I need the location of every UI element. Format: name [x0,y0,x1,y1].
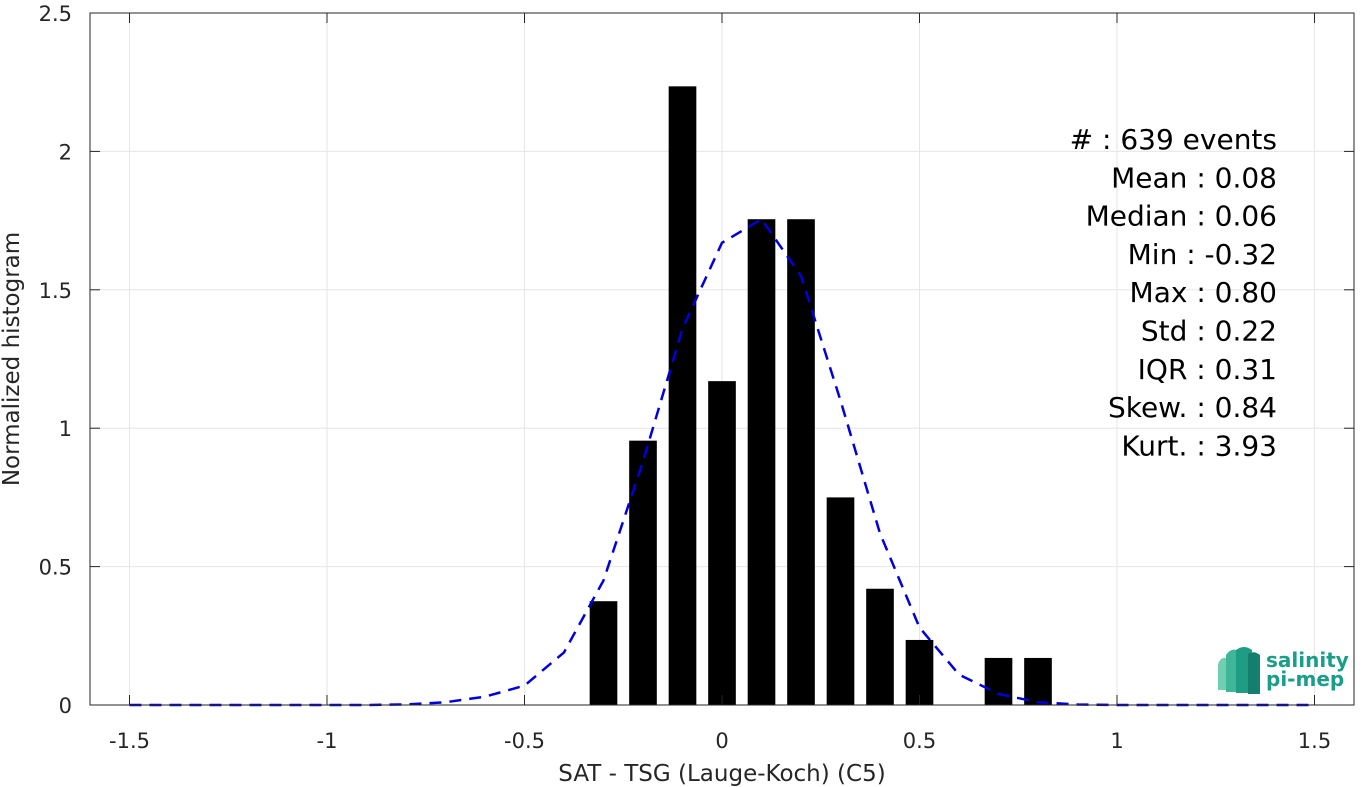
histogram-bar [589,601,618,705]
stat-line: IQR : 0.31 [1138,353,1277,386]
x-tick-label: -1.5 [109,729,150,753]
histogram-bar [826,497,855,705]
histogram-bar [629,440,657,705]
histogram-bar [668,86,697,706]
logo-line-1: salinity [1266,648,1349,672]
y-tick-labels: 0 0.5 1 1.5 2 2.5 [39,2,72,718]
x-tick-label: 1.5 [1298,729,1331,753]
y-tick-label: 0.5 [39,556,72,580]
x-tick-labels: -1.5 -1 -0.5 0 0.5 1 1.5 [109,729,1331,753]
stat-line: Std : 0.22 [1141,315,1277,348]
stat-line: # : 639 events [1070,123,1277,156]
y-axis-label: Normalized histogram [0,232,25,486]
histogram-bar [1024,657,1052,705]
stat-line: Median : 0.06 [1086,200,1277,233]
x-tick-label: 0.5 [903,729,936,753]
y-tick-label: 2 [59,140,72,164]
y-tick-label: 0 [59,694,72,718]
stat-line: Max : 0.80 [1130,276,1277,309]
y-tick-label: 2.5 [39,2,72,26]
y-tick-label: 1 [59,417,72,441]
histogram-bar [905,639,934,705]
axis-ticks [90,12,1354,706]
x-tick-label: -0.5 [504,729,545,753]
x-tick-label: -1 [317,729,338,753]
bar-series [589,86,1052,706]
histogram-bar [787,219,815,705]
x-axis-label: SAT - TSG (Lauge-Koch) (C5) [558,761,885,787]
stat-line: Mean : 0.08 [1111,161,1277,194]
x-tick-label: 0 [715,729,728,753]
y-tick-label: 1.5 [39,279,72,303]
x-tick-label: 1 [1110,729,1123,753]
logo-line-2: pi-mep [1266,667,1344,691]
histogram-bar [708,381,736,705]
wave-logo-icon [1218,647,1260,694]
histogram-bar [984,657,1013,705]
histogram-bar [747,219,776,705]
salinity-pi-mep-logo: salinity pi-mep [1218,647,1349,694]
stat-line: Min : -0.32 [1128,238,1277,271]
stat-line: Skew. : 0.84 [1108,391,1277,424]
histogram-bar [866,588,894,705]
stat-line: Kurt. : 3.93 [1121,429,1277,462]
statistics-box: # : 639 events Mean : 0.08 Median : 0.06 Mi… [1070,123,1277,462]
